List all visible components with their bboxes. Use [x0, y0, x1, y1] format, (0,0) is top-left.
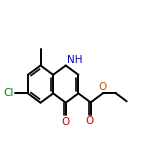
Text: Cl: Cl	[4, 88, 14, 98]
Text: O: O	[99, 82, 107, 92]
Text: O: O	[62, 117, 70, 127]
Text: O: O	[85, 116, 93, 126]
Text: NH: NH	[67, 55, 82, 65]
